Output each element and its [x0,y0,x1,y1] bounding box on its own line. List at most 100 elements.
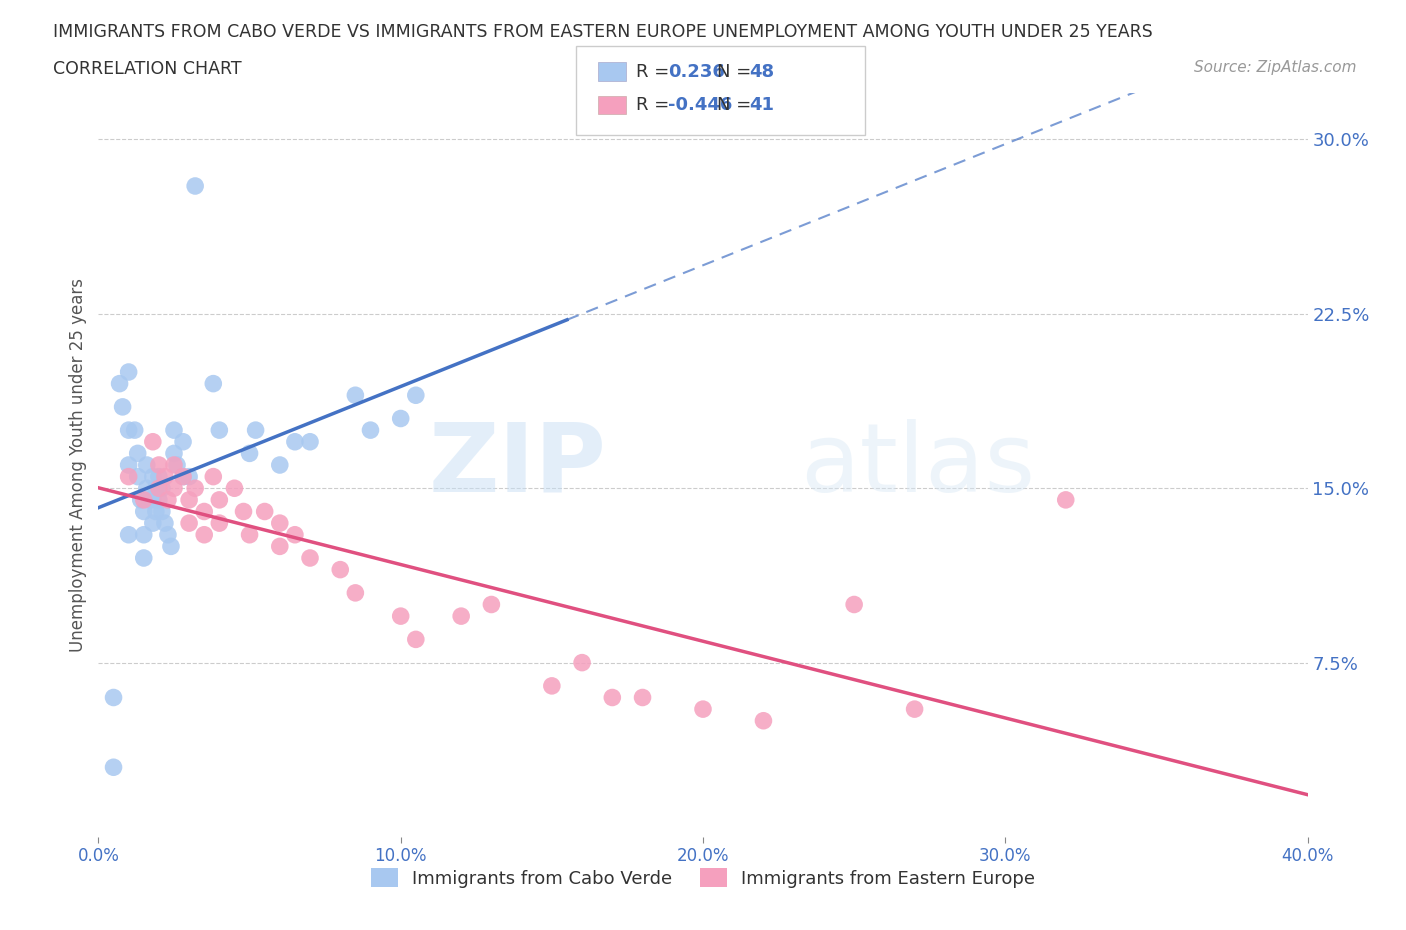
Point [602,690,624,705]
Point [132,551,155,565]
Point [150,504,173,519]
Point [118,469,141,484]
Point [156,527,179,542]
Point [360,422,382,438]
Point [202,469,225,484]
Text: IMMIGRANTS FROM CABO VERDE VS IMMIGRANTS FROM EASTERN EUROPE UNEMPLOYMENT AMONG : IMMIGRANTS FROM CABO VERDE VS IMMIGRANTS… [53,23,1153,41]
Point [142,515,165,530]
Point [132,527,155,542]
Point [132,504,155,519]
Point [571,656,593,671]
Point [118,458,141,472]
Y-axis label: Unemployment Among Youth under 25 years: Unemployment Among Youth under 25 years [69,278,87,652]
Point [389,609,412,624]
Point [245,422,267,438]
Point [142,434,165,449]
Point [299,434,322,449]
Point [405,632,427,647]
Point [481,597,503,612]
Point [103,690,125,705]
Text: CORRELATION CHART: CORRELATION CHART [53,60,242,78]
Point [139,493,162,508]
Point [118,422,141,438]
Point [118,365,141,379]
Point [135,458,157,472]
Point [160,539,183,554]
Point [269,458,291,472]
Point [344,388,367,403]
Text: R =: R = [636,62,675,81]
Point [124,422,146,438]
Text: 41: 41 [749,96,775,114]
Point [132,493,155,508]
Point [844,597,866,612]
Point [208,422,231,438]
Point [150,481,173,496]
Text: 48: 48 [749,62,775,81]
Point [148,458,170,472]
Text: R =: R = [636,96,675,114]
Point [232,504,254,519]
Point [127,445,149,460]
Point [163,458,186,472]
Point [163,445,186,460]
Point [239,445,262,460]
Point [166,458,188,472]
Text: N =: N = [717,62,756,81]
Point [142,493,165,508]
Point [172,469,194,484]
Point [1054,493,1077,508]
Point [239,527,262,542]
Point [153,469,176,484]
Point [179,515,201,530]
Point [284,434,307,449]
Point [299,551,322,565]
Point [163,422,186,438]
Point [208,493,231,508]
Point [193,504,215,519]
Point [184,481,207,496]
Text: N =: N = [717,96,756,114]
Point [145,481,167,496]
Point [145,504,167,519]
Point [284,527,307,542]
Point [163,481,186,496]
Point [269,539,291,554]
Point [148,469,170,484]
Point [127,469,149,484]
Point [253,504,276,519]
Point [184,179,207,193]
Point [329,562,352,577]
Point [389,411,412,426]
Point [904,702,927,717]
Text: -0.446: -0.446 [668,96,733,114]
Point [692,702,714,717]
Point [142,469,165,484]
Text: 0.236: 0.236 [668,62,724,81]
Point [135,481,157,496]
Point [103,760,125,775]
Point [148,481,170,496]
Point [540,679,562,694]
Point [129,493,152,508]
Point [153,515,176,530]
Point [202,376,225,391]
Point [148,493,170,508]
Point [224,481,246,496]
Point [179,469,201,484]
Point [172,469,194,484]
Legend: Immigrants from Cabo Verde, Immigrants from Eastern Europe: Immigrants from Cabo Verde, Immigrants f… [364,861,1042,895]
Point [344,586,367,601]
Point [405,388,427,403]
Text: Source: ZipAtlas.com: Source: ZipAtlas.com [1194,60,1357,75]
Text: atlas: atlas [800,418,1035,512]
Point [269,515,291,530]
Point [450,609,472,624]
Point [752,713,775,728]
Point [208,515,231,530]
Point [111,400,134,415]
Point [172,434,194,449]
Text: ZIP: ZIP [429,418,606,512]
Point [156,493,179,508]
Point [108,376,131,391]
